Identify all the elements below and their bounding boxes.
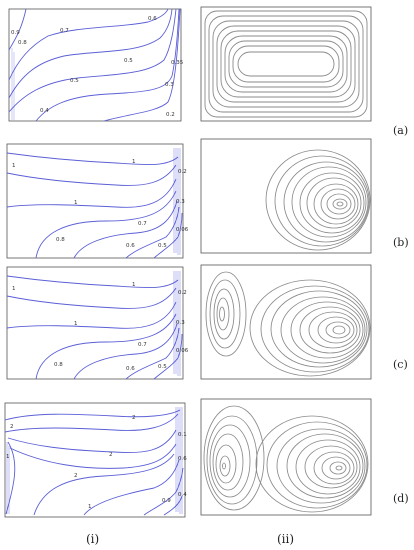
isotherm-label: 0.9 [11, 30, 20, 36]
isotherm-label: 1 [74, 200, 78, 206]
column-label-ii: (ii) [277, 532, 295, 546]
streamline-panel-b [200, 138, 374, 256]
isotherm-label: 0.8 [56, 237, 65, 243]
isotherm-label: 0.3 [165, 82, 174, 88]
isotherm-label: 0.5 [124, 58, 133, 64]
row-label-d: (d) [393, 492, 409, 505]
isotherm-label: 0.3 [176, 320, 185, 326]
isotherm-label: 0.7 [60, 28, 69, 34]
isotherm-label: 0.5 [158, 243, 167, 249]
isotherm-label: 0.9 [162, 498, 171, 504]
isotherm-label: 2 [10, 424, 14, 430]
isotherm-label: 0.6 [126, 243, 135, 249]
isotherm-label: 0.8 [54, 362, 63, 368]
isotherm-label: 0.5 [158, 364, 167, 370]
isotherm-label: 1 [132, 159, 136, 165]
isotherm-label: 0.3 [176, 199, 185, 205]
isotherm-label: 0.7 [138, 221, 147, 227]
isotherm-label: 0.6 [178, 456, 187, 462]
isotherm-label: 1 [12, 163, 16, 169]
isotherm-label: 0.06 [176, 227, 189, 233]
isotherm-label: 1 [74, 321, 78, 327]
streamline-panel-a [200, 6, 374, 124]
isotherm-label: 0.2 [166, 112, 175, 118]
isotherm-label: 1 [12, 286, 16, 292]
isotherm-label: 0.5 [70, 78, 79, 84]
isotherm-panel-c: 1 1 1 0.2 0.3 0.7 0.06 0.8 0.6 0.5 [6, 266, 189, 382]
isotherm-label: 2 [109, 452, 113, 458]
row-label-b: (b) [393, 236, 409, 249]
column-label-i: (i) [86, 532, 100, 546]
isotherm-label: 0.4 [40, 108, 49, 114]
isotherm-label: 0.4 [178, 492, 187, 498]
isotherm-label: 0.2 [178, 290, 187, 296]
isotherm-label: 1 [6, 454, 10, 460]
isotherm-label: 2 [132, 415, 136, 421]
isotherm-label: 1 [88, 504, 92, 510]
streamline-panel-d [200, 398, 374, 518]
isotherm-label: 0.06 [176, 348, 189, 354]
isotherm-label: 0.2 [178, 169, 187, 175]
isotherm-label: 2 [74, 473, 78, 479]
streamline-panel-c [200, 264, 374, 382]
isotherm-panel-b: 1 1 1 0.2 0.3 0.7 0.06 0.8 0.6 0.5 [6, 143, 189, 261]
isotherm-panel-d: 2 2 2 2 1 0.1 0.6 0.4 0.9 1 [4, 402, 188, 520]
isotherm-label: 0.35 [171, 60, 184, 66]
row-label-c: (c) [393, 358, 408, 371]
isotherm-panel-a: 0.9 0.8 0.7 0.6 0.5 0.5 0.35 0.3 0.4 0.2 [8, 8, 184, 124]
isotherm-label: 0.1 [178, 432, 187, 438]
isotherm-label: 0.6 [126, 366, 135, 372]
isotherm-label: 0.7 [138, 342, 147, 348]
row-label-a: (a) [393, 124, 409, 137]
isotherm-label: 0.6 [148, 16, 157, 22]
isotherm-label: 1 [132, 282, 136, 288]
isotherm-label: 0.8 [18, 40, 27, 46]
